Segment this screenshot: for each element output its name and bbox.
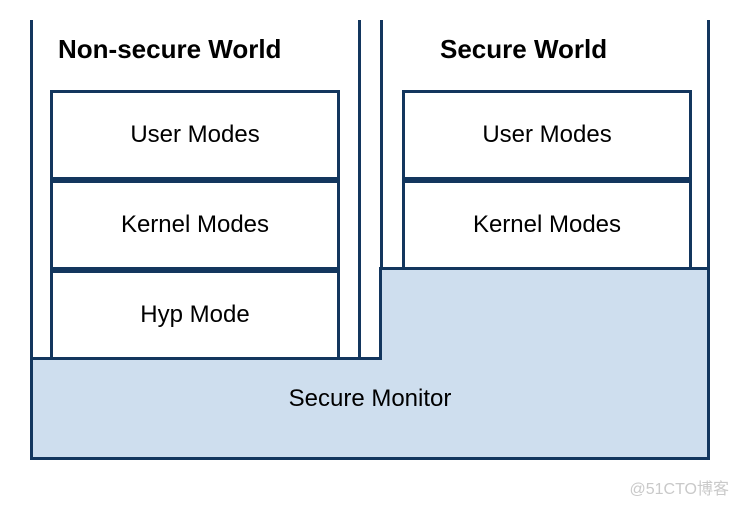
box-label: User Modes (130, 121, 259, 149)
trustzone-diagram: Non-secure World Secure World User Modes… (30, 20, 710, 460)
nonsecure-kernel-modes: Kernel Modes (50, 180, 340, 270)
secure-user-modes: User Modes (402, 90, 692, 180)
heading-nonsecure: Non-secure World (58, 34, 281, 65)
divider-right (380, 20, 383, 270)
heading-secure: Secure World (440, 34, 607, 65)
secure-monitor-label: Secure Monitor (30, 385, 710, 413)
box-label: Kernel Modes (473, 211, 621, 239)
divider-left (358, 20, 361, 360)
nonsecure-hyp-mode: Hyp Mode (50, 270, 340, 360)
box-label: User Modes (482, 121, 611, 149)
box-label: Hyp Mode (140, 301, 249, 329)
box-label: Kernel Modes (121, 211, 269, 239)
watermark: @51CTO博客 (629, 475, 729, 499)
secure-kernel-modes: Kernel Modes (402, 180, 692, 270)
nonsecure-user-modes: User Modes (50, 90, 340, 180)
